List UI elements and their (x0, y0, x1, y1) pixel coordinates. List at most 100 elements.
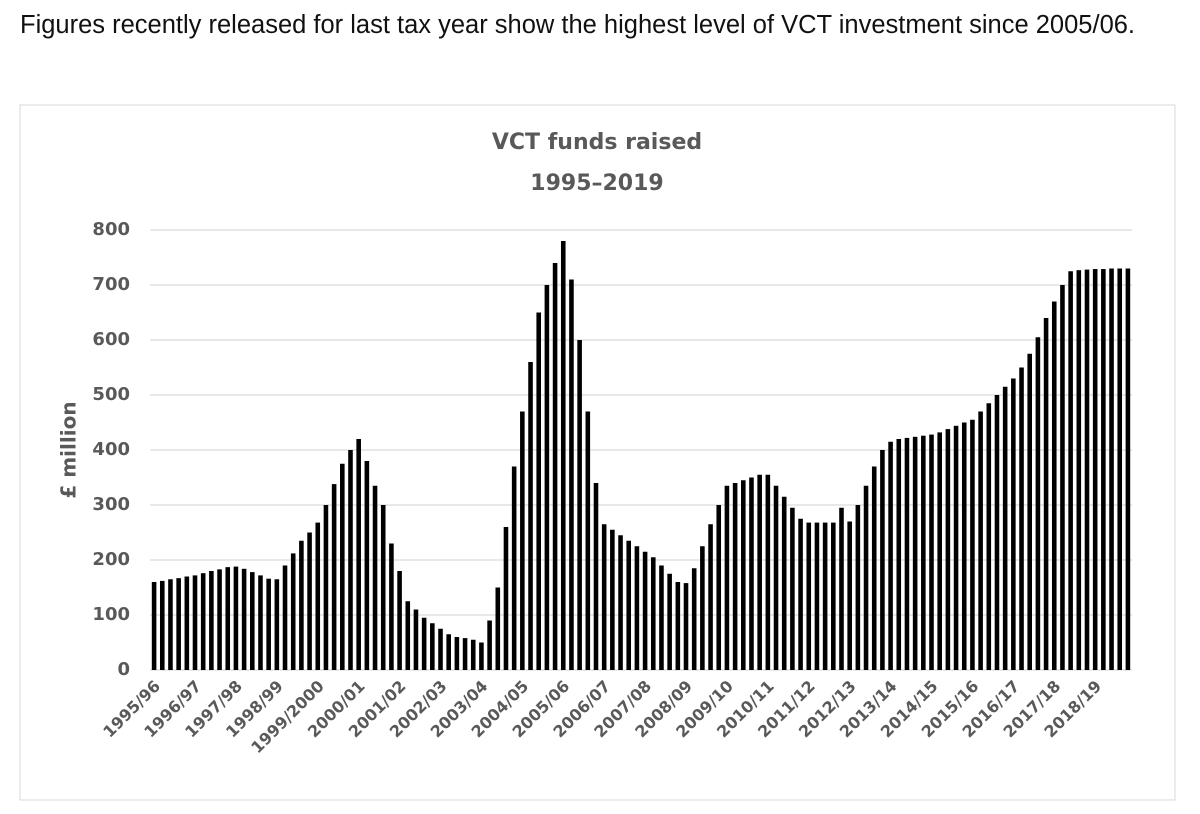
bar (470, 639, 476, 670)
bar (683, 583, 689, 670)
bar (1060, 285, 1065, 670)
bar (462, 638, 468, 670)
bar (700, 546, 705, 670)
bar (454, 637, 460, 670)
bar (364, 461, 370, 670)
bar (929, 434, 934, 670)
bar (536, 312, 541, 670)
bar (323, 505, 329, 670)
bar (290, 553, 296, 670)
bar (1092, 269, 1098, 670)
y-tick-label: 700 (92, 274, 130, 295)
bar (1076, 270, 1082, 670)
bar (953, 425, 959, 670)
y-tick-label: 800 (92, 219, 130, 240)
y-axis-label: £ million (57, 401, 81, 498)
bar (569, 279, 574, 670)
bar (716, 505, 722, 670)
bar (618, 535, 623, 670)
bar (724, 485, 730, 670)
bar (413, 609, 419, 670)
bar (601, 524, 607, 670)
bar (1084, 269, 1090, 670)
bar (217, 569, 222, 670)
bar (847, 521, 852, 670)
y-tick-label: 500 (92, 384, 130, 405)
bar (610, 529, 615, 670)
bar (430, 623, 435, 670)
bar (446, 634, 451, 670)
bar (274, 579, 280, 670)
bar (511, 466, 517, 670)
bar (184, 576, 190, 670)
chart-subtitle: 1995–2019 (530, 171, 663, 196)
bar (863, 485, 869, 670)
bar (307, 532, 312, 670)
bar (151, 582, 157, 670)
y-tick-label: 300 (92, 494, 130, 515)
bar (1027, 353, 1032, 670)
bar (209, 571, 214, 670)
y-tick-label: 200 (92, 549, 130, 570)
bar (593, 483, 599, 670)
bar (282, 565, 288, 670)
bar (380, 505, 386, 670)
bar (642, 551, 648, 670)
bar (1051, 301, 1057, 670)
bar (961, 422, 967, 670)
bar (585, 411, 591, 670)
intro-text: Figures recently released for last tax y… (20, 11, 1136, 39)
bar (1035, 337, 1041, 670)
bar (348, 450, 353, 670)
bar (888, 441, 893, 670)
bar (331, 484, 337, 670)
bar (855, 505, 861, 670)
y-tick-label: 0 (117, 659, 130, 680)
bar (552, 263, 558, 670)
bar (421, 617, 427, 670)
bar (1101, 269, 1106, 670)
y-tick-label: 100 (92, 604, 130, 625)
bar (487, 620, 492, 670)
bar (790, 507, 795, 670)
bar (520, 411, 525, 670)
bar (912, 436, 918, 670)
bar (880, 450, 885, 670)
chart-title: VCT funds raised (492, 130, 702, 155)
bar (1117, 268, 1123, 670)
bar (397, 571, 402, 670)
bar (798, 518, 803, 670)
bar (896, 439, 902, 670)
bar (159, 580, 165, 670)
bar (503, 527, 509, 670)
bar (233, 566, 239, 670)
bar (659, 565, 664, 670)
bar (831, 522, 836, 670)
bar (405, 601, 411, 670)
bar (176, 578, 181, 670)
bar (765, 474, 771, 670)
bar (225, 567, 231, 670)
bar (241, 568, 247, 670)
bar (299, 540, 304, 670)
bar (806, 522, 812, 670)
bar (356, 439, 361, 670)
bar (389, 543, 394, 670)
bar (921, 435, 926, 670)
bar (741, 480, 746, 670)
bar (814, 522, 820, 670)
bar (691, 568, 697, 670)
bar (708, 524, 713, 670)
bar (372, 485, 378, 670)
bar (970, 419, 975, 670)
bar (315, 522, 321, 670)
bar (438, 628, 443, 670)
y-tick-label: 600 (92, 329, 130, 350)
bar (495, 587, 501, 670)
bar (945, 429, 951, 670)
bar (1043, 318, 1049, 670)
bar (994, 395, 1000, 670)
bar (675, 582, 681, 670)
